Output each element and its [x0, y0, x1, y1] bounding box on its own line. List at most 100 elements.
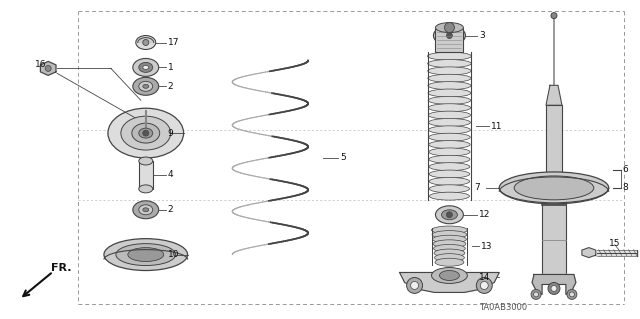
Circle shape [447, 33, 452, 39]
Ellipse shape [428, 74, 471, 82]
Ellipse shape [431, 268, 467, 284]
Text: 8: 8 [623, 183, 628, 192]
Ellipse shape [428, 89, 471, 97]
Text: FR.: FR. [51, 263, 72, 272]
Ellipse shape [139, 185, 153, 193]
Text: 7: 7 [474, 183, 480, 192]
Ellipse shape [433, 26, 465, 46]
Ellipse shape [143, 65, 148, 70]
Ellipse shape [435, 23, 463, 33]
Ellipse shape [139, 63, 153, 72]
Ellipse shape [428, 118, 470, 126]
Ellipse shape [433, 240, 466, 248]
Ellipse shape [429, 170, 470, 178]
Bar [435, 27, 463, 52]
Ellipse shape [442, 31, 458, 41]
Ellipse shape [139, 157, 153, 165]
Text: 15: 15 [609, 239, 620, 248]
Ellipse shape [143, 84, 148, 88]
Ellipse shape [429, 148, 470, 156]
Polygon shape [399, 272, 499, 293]
Ellipse shape [428, 104, 470, 112]
Ellipse shape [116, 244, 175, 265]
Circle shape [548, 282, 560, 294]
Circle shape [143, 130, 148, 136]
Ellipse shape [429, 155, 470, 163]
Circle shape [447, 212, 452, 218]
Circle shape [570, 292, 574, 297]
Ellipse shape [428, 52, 471, 60]
Ellipse shape [433, 244, 465, 252]
Text: 14: 14 [479, 273, 491, 282]
Ellipse shape [136, 35, 156, 49]
Text: TA0AB3000: TA0AB3000 [479, 303, 527, 312]
Circle shape [406, 278, 422, 293]
Ellipse shape [433, 235, 467, 243]
Ellipse shape [429, 185, 470, 193]
Ellipse shape [435, 206, 463, 224]
Polygon shape [532, 274, 576, 294]
Circle shape [480, 281, 488, 289]
Polygon shape [582, 248, 596, 257]
Text: 17: 17 [168, 38, 179, 47]
Ellipse shape [429, 133, 470, 141]
Polygon shape [546, 85, 562, 105]
Ellipse shape [128, 248, 164, 262]
Ellipse shape [139, 128, 153, 138]
Ellipse shape [132, 123, 160, 143]
Ellipse shape [432, 231, 467, 239]
Circle shape [551, 286, 557, 292]
Ellipse shape [139, 205, 153, 215]
Ellipse shape [440, 271, 460, 280]
Circle shape [476, 278, 492, 293]
Polygon shape [40, 62, 56, 75]
Ellipse shape [499, 172, 609, 204]
Text: 2: 2 [168, 205, 173, 214]
Ellipse shape [435, 254, 465, 262]
Circle shape [551, 13, 557, 19]
Ellipse shape [434, 249, 465, 257]
Circle shape [143, 40, 148, 46]
Ellipse shape [428, 96, 471, 104]
Ellipse shape [133, 78, 159, 95]
Ellipse shape [428, 82, 471, 90]
Ellipse shape [133, 201, 159, 219]
Ellipse shape [429, 141, 470, 149]
Text: 6: 6 [623, 166, 628, 174]
Ellipse shape [143, 208, 148, 212]
Ellipse shape [429, 163, 470, 171]
Ellipse shape [435, 258, 464, 266]
Bar [542, 200, 566, 274]
Ellipse shape [429, 126, 470, 134]
Bar [546, 105, 562, 190]
Circle shape [411, 281, 419, 289]
Ellipse shape [139, 81, 153, 91]
Ellipse shape [442, 210, 458, 220]
Ellipse shape [514, 176, 594, 200]
Text: 3: 3 [479, 31, 485, 40]
Bar [139, 161, 153, 189]
Ellipse shape [428, 111, 470, 119]
Ellipse shape [429, 177, 470, 185]
Text: 16: 16 [35, 60, 47, 69]
Circle shape [534, 292, 538, 297]
Text: 2: 2 [168, 82, 173, 91]
Text: 10: 10 [168, 250, 179, 259]
Text: 11: 11 [492, 122, 503, 131]
Circle shape [45, 65, 51, 71]
Text: 13: 13 [481, 241, 493, 251]
Ellipse shape [121, 116, 171, 150]
Ellipse shape [428, 67, 471, 75]
Text: 5: 5 [340, 153, 346, 162]
Text: 4: 4 [168, 170, 173, 179]
Ellipse shape [133, 58, 159, 76]
Ellipse shape [104, 239, 188, 271]
Ellipse shape [108, 108, 184, 158]
Circle shape [567, 289, 577, 300]
Polygon shape [138, 38, 154, 42]
Text: 9: 9 [168, 129, 173, 137]
Ellipse shape [428, 60, 471, 68]
Text: 1: 1 [168, 63, 173, 72]
Circle shape [444, 23, 454, 33]
Circle shape [531, 289, 541, 300]
